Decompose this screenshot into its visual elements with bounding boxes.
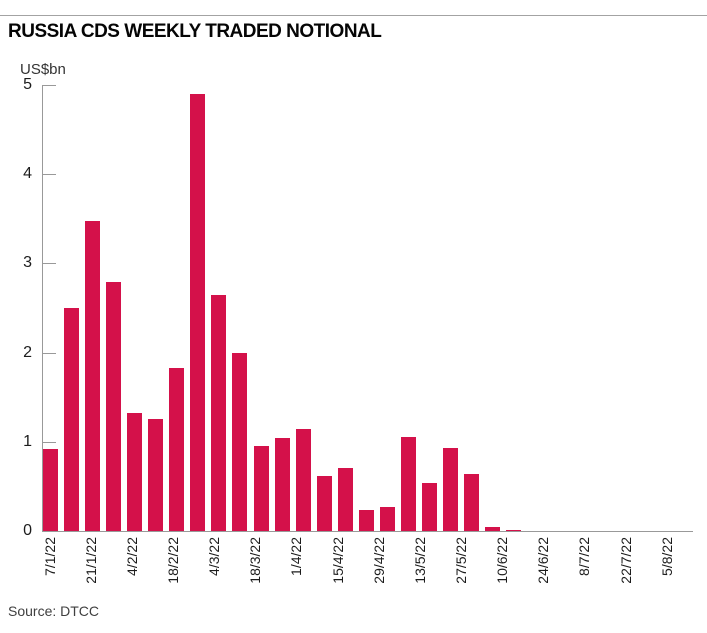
bar-25-2-22	[190, 94, 205, 531]
bar-7-1-22	[43, 449, 58, 531]
y-tick-label: 4	[23, 165, 32, 182]
bar-13-5-22	[422, 483, 437, 531]
x-tick-label: 8/7/22	[576, 537, 592, 576]
source-note: Source: DTCC	[8, 603, 100, 619]
bar-3-6-22	[485, 527, 500, 531]
bar-18-2-22	[169, 368, 184, 531]
bar-25-3-22	[275, 438, 290, 531]
bar-21-1-22	[85, 221, 100, 531]
x-tick-label: 29/4/22	[371, 537, 387, 584]
bar-8-4-22	[317, 476, 332, 531]
x-tick-label: 24/6/22	[535, 537, 551, 584]
bar-10-6-22	[506, 530, 521, 531]
y-tick-label: 3	[23, 254, 32, 271]
bar-11-2-22	[148, 419, 163, 531]
bar-28-1-22	[106, 282, 121, 531]
bar-18-3-22	[254, 446, 269, 531]
x-tick-label: 10/6/22	[494, 537, 510, 584]
bar-15-4-22	[338, 468, 353, 531]
x-axis-line	[42, 531, 693, 532]
x-tick-label: 18/2/22	[165, 537, 181, 584]
bar-4-2-22	[127, 413, 142, 531]
top-rule	[0, 15, 707, 16]
bar-20-5-22	[443, 448, 458, 531]
y-tick-mark	[42, 353, 56, 354]
chart-title: RUSSIA CDS WEEKLY TRADED NOTIONAL	[8, 21, 382, 42]
y-tick-mark	[42, 85, 56, 86]
x-tick-label: 4/2/22	[124, 537, 140, 576]
y-tick-label: 1	[23, 433, 32, 450]
bar-6-5-22	[401, 437, 416, 531]
x-tick-label: 4/3/22	[206, 537, 222, 576]
y-tick-mark	[42, 174, 56, 175]
x-tick-label: 22/7/22	[618, 537, 634, 584]
bar-22-4-22	[359, 510, 374, 531]
y-tick-label: 2	[23, 344, 32, 361]
x-tick-label: 18/3/22	[247, 537, 263, 584]
y-tick-mark	[42, 263, 56, 264]
bar-1-4-22	[296, 429, 311, 531]
bar-11-3-22	[232, 353, 247, 531]
bar-4-3-22	[211, 295, 226, 531]
y-tick-mark	[42, 442, 56, 443]
bar-29-4-22	[380, 507, 395, 531]
x-tick-label: 1/4/22	[288, 537, 304, 576]
y-tick-label: 0	[23, 522, 32, 539]
bar-27-5-22	[464, 474, 479, 531]
y-axis-unit-label: US$bn	[20, 61, 66, 78]
y-axis-line	[42, 85, 43, 531]
x-tick-label: 27/5/22	[453, 537, 469, 584]
x-tick-label: 15/4/22	[330, 537, 346, 584]
x-tick-label: 21/1/22	[83, 537, 99, 584]
x-tick-label: 7/1/22	[42, 537, 58, 576]
bar-14-1-22	[64, 308, 79, 531]
x-tick-label: 5/8/22	[659, 537, 675, 576]
x-tick-label: 13/5/22	[412, 537, 428, 584]
y-tick-label: 5	[23, 76, 32, 93]
